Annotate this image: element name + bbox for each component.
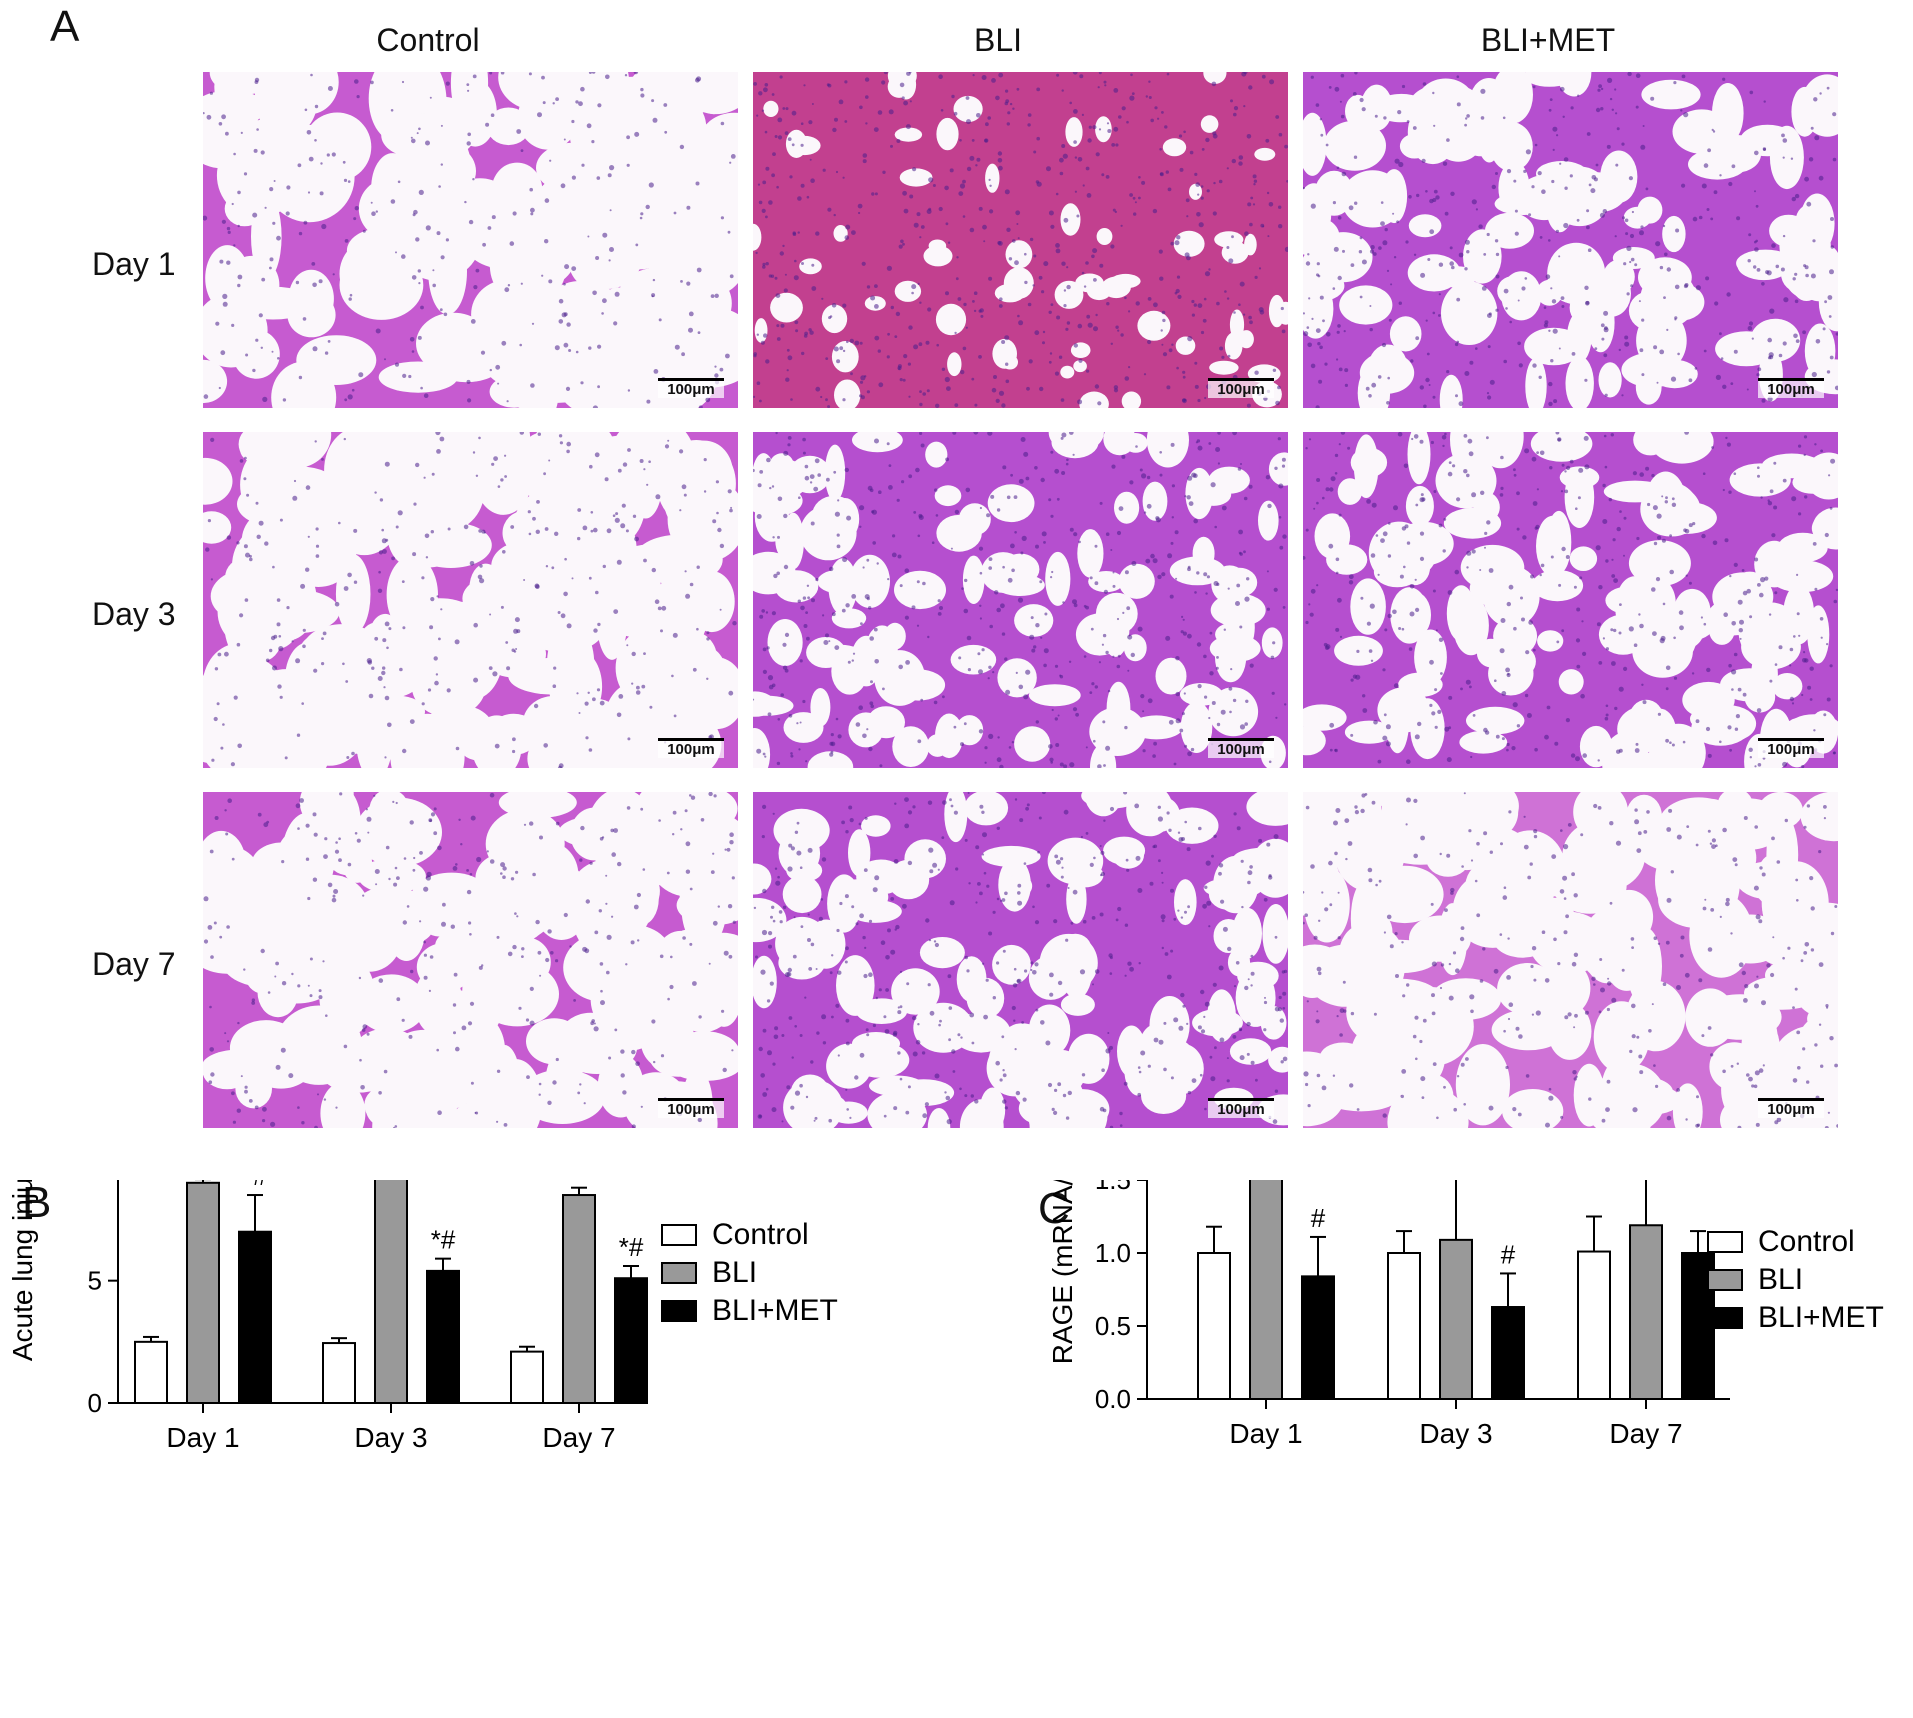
- scale-bar: 100μm: [658, 738, 724, 758]
- bar: [374, 1180, 408, 1404]
- bar: [238, 1230, 272, 1404]
- row-label-day-3: Day 3: [92, 596, 176, 632]
- significance-marker: *: [574, 1180, 584, 1184]
- row-label-day-1: Day 1: [92, 246, 176, 282]
- legend-label: BLI+MET: [712, 1294, 838, 1327]
- significance-marker: *#: [243, 1180, 268, 1191]
- micrograph-day-1-bli: 100μm: [753, 72, 1288, 408]
- panel-c-letter: C: [1038, 1184, 1070, 1233]
- bar: [562, 1194, 596, 1404]
- y-tick-label: 1.5: [1095, 1180, 1131, 1195]
- bar: [614, 1277, 648, 1404]
- bar: [1301, 1275, 1335, 1400]
- legend-label: Control: [1758, 1225, 1855, 1258]
- bar: [510, 1350, 544, 1404]
- x-tick-label: Day 1: [166, 1422, 239, 1453]
- y-tick-label: 0.5: [1095, 1311, 1131, 1341]
- scale-bar: 100μm: [1208, 1098, 1274, 1118]
- bar: [1197, 1252, 1231, 1400]
- significance-marker: #: [1501, 1239, 1516, 1269]
- x-tick-label: Day 1: [1229, 1418, 1302, 1449]
- bar: [1491, 1306, 1525, 1400]
- legend-swatch: [661, 1262, 697, 1284]
- panel-b-letter: B: [22, 1178, 52, 1227]
- scale-bar: 100μm: [1758, 1098, 1824, 1118]
- scale-bar-label: 100μm: [658, 381, 724, 398]
- chart-b-acute-lung-injury: 051015Acute lung injury score**#Day 1**#…: [7, 1180, 838, 1453]
- scale-bar-label: 100μm: [658, 1101, 724, 1118]
- legend-swatch: [1707, 1269, 1743, 1291]
- micrograph-day-1-control: 100μm: [203, 72, 738, 408]
- significance-marker: *#: [619, 1232, 644, 1262]
- column-header-bli: BLI: [973, 22, 1023, 58]
- scale-bar: 100μm: [1208, 738, 1274, 758]
- column-header-control: Control: [376, 22, 480, 58]
- legend-label: Control: [712, 1218, 809, 1251]
- x-tick-label: Day 7: [1609, 1418, 1682, 1449]
- y-tick-label: 5: [88, 1266, 102, 1296]
- significance-marker: #: [1311, 1203, 1326, 1233]
- micrograph-day-3-bli-met: 100μm: [1303, 432, 1838, 768]
- micrograph-day-7-bli-met: 100μm: [1303, 792, 1838, 1128]
- micrograph-day-3-bli: 100μm: [753, 432, 1288, 768]
- bar: [1629, 1224, 1663, 1401]
- legend-swatch: [1707, 1231, 1743, 1253]
- scale-bar-label: 100μm: [1208, 381, 1274, 398]
- x-tick-label: Day 3: [1419, 1418, 1492, 1449]
- scale-bar-label: 100μm: [1758, 1101, 1824, 1118]
- y-axis-label: RAGE (mRNA/GAPDH): [1047, 1180, 1078, 1364]
- scale-bar: 100μm: [658, 378, 724, 398]
- y-tick-label: 0: [88, 1388, 102, 1418]
- scale-bar: 100μm: [1758, 738, 1824, 758]
- y-tick-label: 0.0: [1095, 1384, 1131, 1414]
- panel-a-letter: A: [50, 2, 80, 51]
- bar: [186, 1181, 220, 1404]
- micrograph-day-7-control: 100μm: [203, 792, 738, 1128]
- legend-label: BLI: [712, 1256, 757, 1289]
- legend-swatch: [1707, 1307, 1743, 1329]
- legend-label: BLI+MET: [1758, 1301, 1884, 1334]
- bar: [1249, 1180, 1283, 1401]
- micrograph-day-7-bli: 100μm: [753, 792, 1288, 1128]
- micrograph-day-3-control: 100μm: [203, 432, 738, 768]
- bar: [322, 1342, 356, 1405]
- scale-bar: 100μm: [1208, 378, 1274, 398]
- y-tick-label: 1.0: [1095, 1238, 1131, 1268]
- y-axis-label: Acute lung injury score: [7, 1180, 38, 1361]
- significance-marker: *#: [431, 1225, 456, 1255]
- row-label-day-7: Day 7: [92, 946, 176, 982]
- bar: [1439, 1238, 1473, 1400]
- legend-swatch: [661, 1300, 697, 1322]
- scale-bar-label: 100μm: [1208, 741, 1274, 758]
- x-tick-label: Day 3: [354, 1422, 427, 1453]
- bar: [1387, 1252, 1421, 1400]
- scale-bar-label: 100μm: [1758, 741, 1824, 758]
- scale-bar: 100μm: [658, 1098, 724, 1118]
- legend-label: BLI: [1758, 1263, 1803, 1296]
- x-tick-label: Day 7: [542, 1422, 615, 1453]
- scale-bar-label: 100μm: [1758, 381, 1824, 398]
- scale-bar: 100μm: [1758, 378, 1824, 398]
- scale-bar-label: 100μm: [658, 741, 724, 758]
- bar: [134, 1340, 168, 1404]
- legend-swatch: [661, 1224, 697, 1246]
- scale-bar-label: 100μm: [1208, 1101, 1274, 1118]
- column-header-bli-met: BLI+MET: [1480, 22, 1616, 58]
- bar: [426, 1269, 460, 1404]
- micrograph-day-1-bli-met: 100μm: [1303, 72, 1838, 408]
- bar: [1577, 1250, 1611, 1401]
